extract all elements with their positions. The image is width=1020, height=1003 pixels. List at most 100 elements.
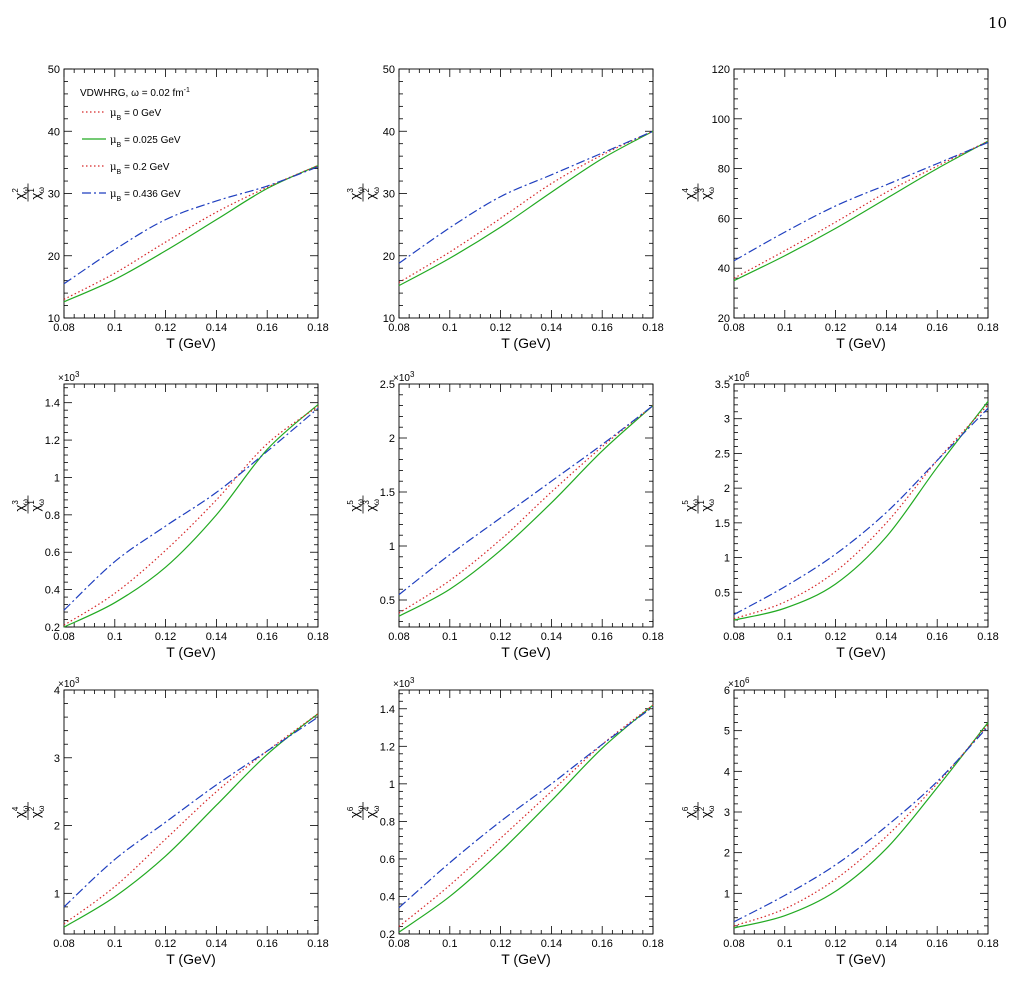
- x-tick-label: 0.1: [777, 631, 792, 643]
- legend-entry: μB = 0.2 GeV: [110, 162, 170, 176]
- y-axis-multiplier: ×103: [393, 676, 415, 690]
- series-line-red: [733, 724, 989, 927]
- x-tick-label: 0.1: [777, 322, 792, 334]
- page-number: 10: [988, 14, 1008, 32]
- y-tick-label: 120: [712, 64, 730, 76]
- x-tick-label: 0.08: [388, 938, 409, 950]
- y-tick-label: 1: [54, 888, 60, 900]
- y-axis-chi: χ1ω: [697, 499, 716, 512]
- plot-frame: [398, 689, 654, 935]
- panel-2: 0.08 0.1 0.12 0.14 0.16 0.18 10 20 30 40 50 T (GeV)…: [346, 64, 664, 351]
- series-line-green: [733, 140, 989, 282]
- y-axis-chi: χ1ω: [27, 187, 46, 200]
- x-tick-label: 0.08: [723, 631, 744, 643]
- x-tick-label: 0.16: [256, 322, 277, 334]
- x-tick-label: 0.14: [541, 938, 562, 950]
- legend-entry: μB = 0.436 GeV: [110, 189, 181, 203]
- x-tick-label: 0.18: [977, 938, 998, 950]
- y-tick-label: 0.6: [45, 547, 60, 559]
- series-line-red: [398, 704, 654, 927]
- y-tick-label: 0.5: [715, 587, 730, 599]
- y-tick-label: 3.5: [715, 379, 730, 391]
- y-axis-chi: χ6ω: [346, 805, 365, 818]
- x-tick-label: 0.14: [206, 938, 227, 950]
- y-tick-label: 10: [383, 313, 395, 325]
- plot-frame: [63, 383, 319, 628]
- y-tick-label: 4: [54, 685, 60, 697]
- y-tick-label: 4: [724, 766, 730, 778]
- y-tick-label: 20: [718, 313, 730, 325]
- y-tick-label: 80: [718, 164, 730, 176]
- x-tick-label: 0.14: [541, 631, 562, 643]
- y-tick-label: 2: [724, 848, 730, 860]
- y-tick-label: 1.5: [380, 487, 395, 499]
- y-axis-multiplier: ×106: [728, 370, 750, 384]
- x-tick-label: 0.14: [206, 631, 227, 643]
- series-line-green: [63, 164, 319, 303]
- plot-frame: [733, 383, 989, 628]
- x-axis-label: T (GeV): [836, 951, 886, 967]
- x-tick-label: 0.14: [876, 322, 897, 334]
- x-tick-label: 0.16: [926, 322, 947, 334]
- x-tick-label: 0.08: [723, 322, 744, 334]
- y-tick-label: 2: [724, 483, 730, 495]
- x-axis-label: T (GeV): [501, 335, 551, 351]
- legend: VDWHRG, ω = 0.02 fm-1 μB = 0 GeV μB = 0.025 …: [80, 87, 190, 203]
- series-line-red: [63, 405, 319, 626]
- y-tick-label: 1.2: [380, 741, 395, 753]
- y-axis-chi: χ2ω: [697, 805, 716, 818]
- x-tick-label: 0.08: [53, 322, 74, 334]
- x-tick-label: 0.12: [155, 322, 176, 334]
- y-axis-chi: χ1ω: [27, 499, 46, 512]
- y-axis-chi: χ6ω: [681, 805, 700, 818]
- x-tick-label: 0.16: [256, 631, 277, 643]
- x-axis-label: T (GeV): [166, 644, 216, 660]
- y-tick-label: 2.5: [380, 379, 395, 391]
- y-tick-label: 1: [389, 779, 395, 791]
- x-tick-label: 0.16: [256, 938, 277, 950]
- x-tick-label: 0.12: [825, 322, 846, 334]
- y-tick-label: 6: [724, 685, 730, 697]
- x-tick-label: 0.18: [977, 322, 998, 334]
- series-line-red: [398, 405, 654, 614]
- x-tick-label: 0.18: [642, 938, 663, 950]
- y-axis-chi: χ3ω: [697, 187, 716, 200]
- y-tick-label: 0.4: [45, 585, 60, 597]
- y-axis-chi: χ2ω: [27, 805, 46, 818]
- x-tick-label: 0.08: [388, 322, 409, 334]
- y-tick-label: 1: [54, 472, 60, 484]
- y-tick-label: 1: [724, 888, 730, 900]
- y-axis-chi: χ4ω: [11, 805, 30, 818]
- y-axis-chi: χ2ω: [11, 187, 30, 200]
- x-tick-label: 0.1: [442, 938, 457, 950]
- y-tick-label: 10: [48, 313, 60, 325]
- x-tick-label: 0.18: [642, 631, 663, 643]
- x-axis-label: T (GeV): [836, 335, 886, 351]
- y-axis-multiplier: ×106: [728, 676, 750, 690]
- x-tick-label: 0.16: [591, 938, 612, 950]
- panel-9: 0.08 0.1 0.12 0.14 0.16 0.18 1 2 3 4 5 6×106 T (GeV)…: [681, 676, 999, 967]
- x-axis-label: T (GeV): [501, 951, 551, 967]
- y-axis-chi: χ3ω: [362, 499, 381, 512]
- series-line-red: [398, 130, 654, 284]
- panel-1: 0.08 0.1 0.12 0.14 0.16 0.18 10 20 30 40 50 T (GeV)…: [11, 64, 329, 351]
- series-line-blue: [733, 141, 989, 262]
- series-line-blue: [733, 726, 989, 923]
- series-line-green: [398, 405, 654, 617]
- x-tick-label: 0.08: [388, 631, 409, 643]
- series-line-blue: [63, 407, 319, 611]
- series-line-red: [733, 404, 989, 620]
- y-tick-label: 40: [718, 263, 730, 275]
- y-tick-label: 5: [724, 726, 730, 738]
- plot-frame: [733, 68, 989, 319]
- y-tick-label: 50: [383, 64, 395, 76]
- x-axis-label: T (GeV): [501, 644, 551, 660]
- series-line-green: [63, 404, 319, 628]
